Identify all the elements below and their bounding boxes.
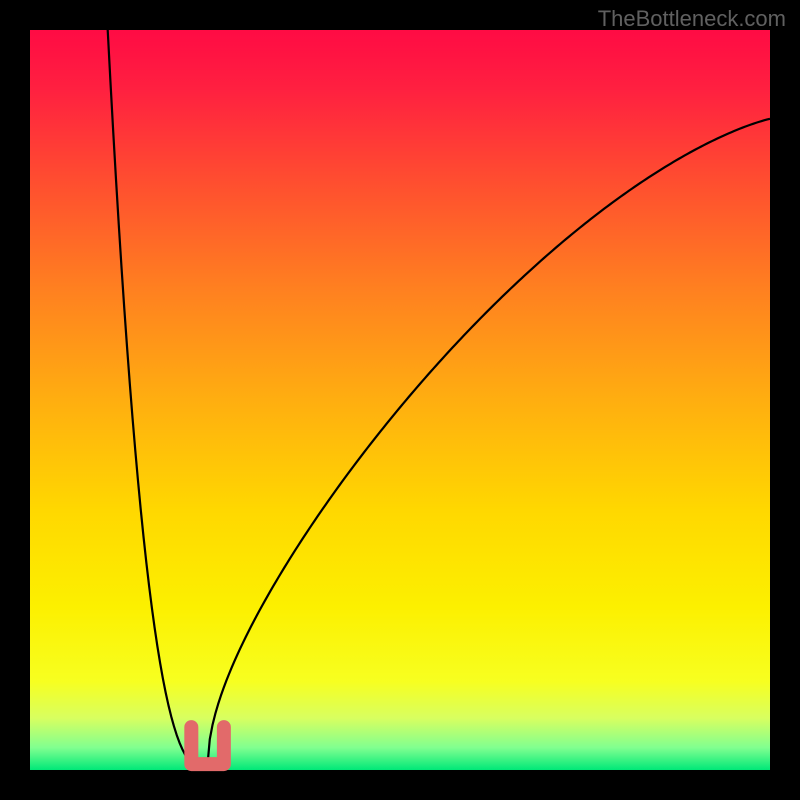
plot-area <box>30 30 770 770</box>
chart-container: TheBottleneck.com <box>0 0 800 800</box>
bottleneck-chart <box>0 0 800 800</box>
watermark-text: TheBottleneck.com <box>598 6 786 32</box>
